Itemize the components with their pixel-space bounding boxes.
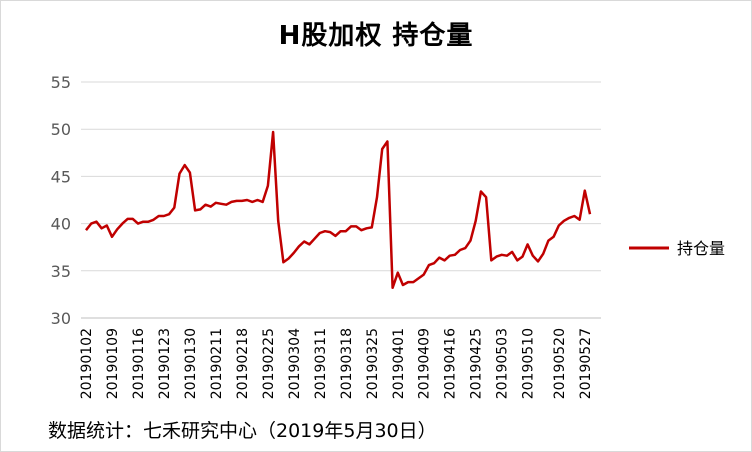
y-tick-label: 40 bbox=[51, 215, 71, 234]
y-tick-label: 30 bbox=[51, 309, 71, 328]
y-tick-label: 50 bbox=[51, 120, 71, 139]
x-tick-label: 20190510 bbox=[521, 328, 537, 399]
y-tick-label: 45 bbox=[51, 167, 71, 186]
x-tick-label: 20190116 bbox=[131, 328, 147, 399]
x-tick-label: 20190409 bbox=[417, 328, 433, 399]
x-tick-label: 20190225 bbox=[261, 328, 277, 399]
x-tick-label: 20190325 bbox=[365, 328, 381, 399]
x-tick-label: 20190109 bbox=[105, 328, 121, 399]
source-note: 数据统计：七禾研究中心（2019年5月30日） bbox=[48, 420, 437, 442]
x-tick-label: 20190416 bbox=[443, 328, 459, 399]
x-tick-label: 20190102 bbox=[79, 328, 95, 399]
x-tick-label: 20190401 bbox=[391, 328, 407, 399]
legend-label: 持仓量 bbox=[677, 239, 725, 258]
x-tick-label: 20190311 bbox=[313, 328, 329, 399]
x-tick-label: 20190527 bbox=[578, 328, 594, 399]
line-chart: 30 35 40 45 50 55 20190102 20190109 20190116 2019… bbox=[51, 73, 725, 399]
x-tick-label: 20190503 bbox=[495, 328, 511, 399]
x-tick-label: 20190130 bbox=[183, 328, 199, 399]
y-tick-label: 35 bbox=[51, 262, 71, 281]
x-tick-label: 20190520 bbox=[552, 328, 568, 399]
x-tick-label: 20190318 bbox=[339, 328, 355, 399]
x-tick-label: 20190218 bbox=[235, 328, 251, 399]
chart-title: H股加权 持仓量 bbox=[278, 21, 474, 51]
x-tick-label: 20190304 bbox=[287, 328, 303, 399]
x-tick-label: 20190123 bbox=[157, 328, 173, 399]
series-line bbox=[85, 130, 592, 290]
x-tick-label: 20190211 bbox=[209, 328, 225, 399]
y-tick-label: 55 bbox=[51, 73, 71, 92]
x-tick-label: 20190425 bbox=[469, 328, 485, 399]
